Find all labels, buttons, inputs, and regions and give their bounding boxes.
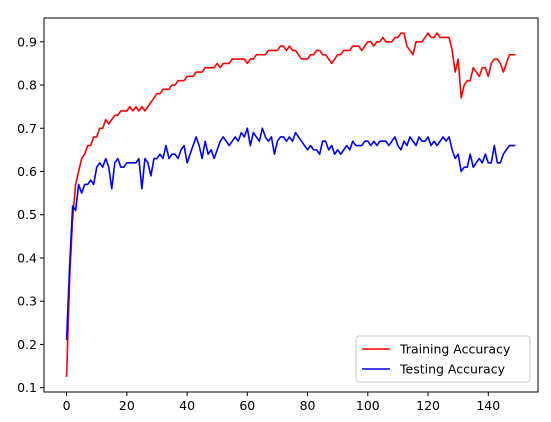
x-tick-label: 40 [179, 398, 195, 413]
x-tick-label: 100 [356, 398, 380, 413]
plot-area [65, 32, 516, 377]
legend: Training Accuracy Testing Accuracy [355, 335, 531, 383]
axes-frame [43, 17, 539, 393]
y-tick-label: 0.8 [17, 78, 37, 93]
x-axis: 0 20 40 60 80 100 120 140 [63, 392, 500, 413]
y-tick-label: 0.5 [17, 207, 37, 222]
y-tick-label: 0.7 [17, 121, 37, 136]
x-tick-label: 0 [63, 398, 71, 413]
x-tick-label: 80 [300, 398, 316, 413]
y-tick-label: 0.4 [17, 250, 37, 265]
x-tick-label: 120 [416, 398, 440, 413]
y-tick-label: 0.6 [17, 164, 37, 179]
y-tick-label: 0.9 [17, 34, 37, 49]
x-tick-label: 140 [476, 398, 500, 413]
training-accuracy-line [65, 32, 516, 377]
x-tick-label: 20 [119, 398, 135, 413]
x-tick-label: 60 [239, 398, 255, 413]
y-tick-label: 0.3 [17, 294, 37, 309]
y-tick-label: 0.2 [17, 337, 37, 352]
legend-box [355, 335, 531, 383]
testing-accuracy-line [65, 127, 516, 341]
y-tick-label: 0.1 [17, 380, 37, 395]
legend-label-training: Training Accuracy [399, 342, 511, 357]
legend-label-testing: Testing Accuracy [399, 362, 506, 377]
y-axis: 0.1 0.2 0.3 0.4 0.5 0.6 0.7 0.8 0.9 [17, 34, 44, 395]
